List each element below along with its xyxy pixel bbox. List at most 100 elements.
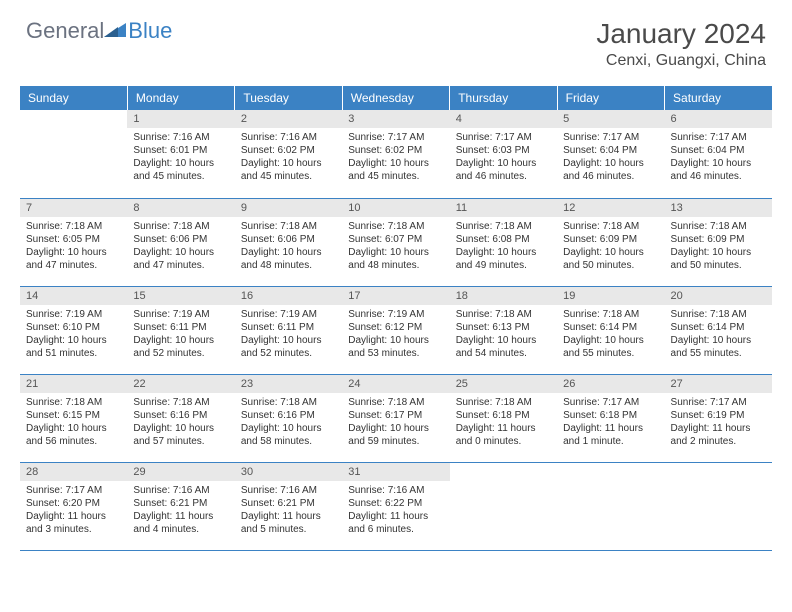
sunrise-text: Sunrise: 7:18 AM <box>241 220 336 233</box>
calendar-cell: 2Sunrise: 7:16 AMSunset: 6:02 PMDaylight… <box>235 110 342 198</box>
day-details: Sunrise: 7:18 AMSunset: 6:16 PMDaylight:… <box>127 393 234 451</box>
sunset-text: Sunset: 6:05 PM <box>26 233 121 246</box>
sunset-text: Sunset: 6:14 PM <box>563 321 658 334</box>
calendar-cell <box>557 462 664 550</box>
calendar-cell: 9Sunrise: 7:18 AMSunset: 6:06 PMDaylight… <box>235 198 342 286</box>
day-details: Sunrise: 7:17 AMSunset: 6:18 PMDaylight:… <box>557 393 664 451</box>
day-details: Sunrise: 7:19 AMSunset: 6:11 PMDaylight:… <box>127 305 234 363</box>
day-number: 2 <box>235 110 342 128</box>
sunset-text: Sunset: 6:06 PM <box>133 233 228 246</box>
sunset-text: Sunset: 6:12 PM <box>348 321 443 334</box>
sunrise-text: Sunrise: 7:18 AM <box>241 396 336 409</box>
day-number <box>665 463 772 481</box>
day-number: 15 <box>127 287 234 305</box>
calendar-cell <box>665 462 772 550</box>
day-number: 22 <box>127 375 234 393</box>
day-header: Tuesday <box>235 86 342 110</box>
sunrise-text: Sunrise: 7:17 AM <box>348 131 443 144</box>
sunset-text: Sunset: 6:09 PM <box>671 233 766 246</box>
calendar-week: 21Sunrise: 7:18 AMSunset: 6:15 PMDayligh… <box>20 374 772 462</box>
calendar-week: 14Sunrise: 7:19 AMSunset: 6:10 PMDayligh… <box>20 286 772 374</box>
daylight-text: Daylight: 10 hours and 46 minutes. <box>563 157 658 183</box>
sunset-text: Sunset: 6:03 PM <box>456 144 551 157</box>
day-number: 28 <box>20 463 127 481</box>
daylight-text: Daylight: 10 hours and 53 minutes. <box>348 334 443 360</box>
day-number: 8 <box>127 199 234 217</box>
day-number: 19 <box>557 287 664 305</box>
sunset-text: Sunset: 6:14 PM <box>671 321 766 334</box>
sunrise-text: Sunrise: 7:18 AM <box>348 396 443 409</box>
day-number: 5 <box>557 110 664 128</box>
sunset-text: Sunset: 6:13 PM <box>456 321 551 334</box>
sunrise-text: Sunrise: 7:18 AM <box>133 396 228 409</box>
sunrise-text: Sunrise: 7:19 AM <box>241 308 336 321</box>
sunrise-text: Sunrise: 7:18 AM <box>671 308 766 321</box>
day-details: Sunrise: 7:16 AMSunset: 6:21 PMDaylight:… <box>235 481 342 539</box>
daylight-text: Daylight: 11 hours and 3 minutes. <box>26 510 121 536</box>
sunrise-text: Sunrise: 7:18 AM <box>456 396 551 409</box>
day-details: Sunrise: 7:17 AMSunset: 6:04 PMDaylight:… <box>665 128 772 186</box>
day-details: Sunrise: 7:18 AMSunset: 6:09 PMDaylight:… <box>557 217 664 275</box>
calendar-cell: 31Sunrise: 7:16 AMSunset: 6:22 PMDayligh… <box>342 462 449 550</box>
calendar-cell: 27Sunrise: 7:17 AMSunset: 6:19 PMDayligh… <box>665 374 772 462</box>
sunset-text: Sunset: 6:09 PM <box>563 233 658 246</box>
sunset-text: Sunset: 6:15 PM <box>26 409 121 422</box>
sunset-text: Sunset: 6:21 PM <box>133 497 228 510</box>
day-details: Sunrise: 7:18 AMSunset: 6:15 PMDaylight:… <box>20 393 127 451</box>
day-number: 25 <box>450 375 557 393</box>
day-number: 31 <box>342 463 449 481</box>
calendar-cell: 7Sunrise: 7:18 AMSunset: 6:05 PMDaylight… <box>20 198 127 286</box>
daylight-text: Daylight: 11 hours and 0 minutes. <box>456 422 551 448</box>
day-details: Sunrise: 7:18 AMSunset: 6:08 PMDaylight:… <box>450 217 557 275</box>
calendar-cell: 13Sunrise: 7:18 AMSunset: 6:09 PMDayligh… <box>665 198 772 286</box>
day-details: Sunrise: 7:19 AMSunset: 6:11 PMDaylight:… <box>235 305 342 363</box>
day-details: Sunrise: 7:18 AMSunset: 6:09 PMDaylight:… <box>665 217 772 275</box>
day-header: Monday <box>127 86 234 110</box>
location-text: Cenxi, Guangxi, China <box>596 52 766 70</box>
day-details: Sunrise: 7:18 AMSunset: 6:06 PMDaylight:… <box>127 217 234 275</box>
day-header: Friday <box>557 86 664 110</box>
calendar-cell: 23Sunrise: 7:18 AMSunset: 6:16 PMDayligh… <box>235 374 342 462</box>
day-details: Sunrise: 7:16 AMSunset: 6:21 PMDaylight:… <box>127 481 234 539</box>
day-details: Sunrise: 7:19 AMSunset: 6:10 PMDaylight:… <box>20 305 127 363</box>
day-number: 14 <box>20 287 127 305</box>
calendar-week: 7Sunrise: 7:18 AMSunset: 6:05 PMDaylight… <box>20 198 772 286</box>
calendar-cell <box>20 110 127 198</box>
daylight-text: Daylight: 10 hours and 59 minutes. <box>348 422 443 448</box>
day-number <box>20 110 127 128</box>
calendar-cell: 11Sunrise: 7:18 AMSunset: 6:08 PMDayligh… <box>450 198 557 286</box>
calendar-body: 1Sunrise: 7:16 AMSunset: 6:01 PMDaylight… <box>20 110 772 550</box>
day-details: Sunrise: 7:16 AMSunset: 6:01 PMDaylight:… <box>127 128 234 186</box>
title-block: January 2024 Cenxi, Guangxi, China <box>596 18 766 70</box>
brand-part2: Blue <box>128 18 172 44</box>
daylight-text: Daylight: 10 hours and 50 minutes. <box>563 246 658 272</box>
day-number: 3 <box>342 110 449 128</box>
day-details: Sunrise: 7:18 AMSunset: 6:16 PMDaylight:… <box>235 393 342 451</box>
daylight-text: Daylight: 10 hours and 47 minutes. <box>26 246 121 272</box>
calendar-cell: 15Sunrise: 7:19 AMSunset: 6:11 PMDayligh… <box>127 286 234 374</box>
calendar-week: 28Sunrise: 7:17 AMSunset: 6:20 PMDayligh… <box>20 462 772 550</box>
sunrise-text: Sunrise: 7:18 AM <box>348 220 443 233</box>
sunset-text: Sunset: 6:02 PM <box>348 144 443 157</box>
day-number: 23 <box>235 375 342 393</box>
page-header: General Blue January 2024 Cenxi, Guangxi… <box>0 0 792 78</box>
sunset-text: Sunset: 6:11 PM <box>133 321 228 334</box>
sunrise-text: Sunrise: 7:18 AM <box>456 308 551 321</box>
sunset-text: Sunset: 6:06 PM <box>241 233 336 246</box>
day-number: 24 <box>342 375 449 393</box>
sunrise-text: Sunrise: 7:18 AM <box>671 220 766 233</box>
calendar-cell: 21Sunrise: 7:18 AMSunset: 6:15 PMDayligh… <box>20 374 127 462</box>
sunset-text: Sunset: 6:17 PM <box>348 409 443 422</box>
calendar-cell: 10Sunrise: 7:18 AMSunset: 6:07 PMDayligh… <box>342 198 449 286</box>
sunrise-text: Sunrise: 7:16 AM <box>133 131 228 144</box>
day-number: 11 <box>450 199 557 217</box>
day-number: 4 <box>450 110 557 128</box>
sunrise-text: Sunrise: 7:16 AM <box>241 484 336 497</box>
sunset-text: Sunset: 6:18 PM <box>456 409 551 422</box>
sunrise-text: Sunrise: 7:18 AM <box>133 220 228 233</box>
triangle-icon <box>104 19 126 37</box>
day-details: Sunrise: 7:16 AMSunset: 6:22 PMDaylight:… <box>342 481 449 539</box>
sunset-text: Sunset: 6:07 PM <box>348 233 443 246</box>
day-header: Sunday <box>20 86 127 110</box>
day-number: 20 <box>665 287 772 305</box>
